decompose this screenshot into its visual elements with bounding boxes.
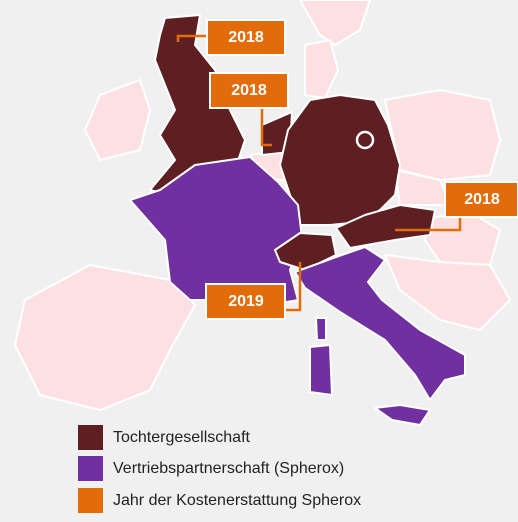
scandinavia	[299, 0, 371, 46]
ireland	[84, 79, 151, 161]
sicily	[374, 404, 431, 426]
sardinia	[309, 344, 333, 396]
year-tags: 2018 2018 2018 2019	[176, 19, 518, 320]
legend: Tochtergesellschaft Vertriebspartnerscha…	[78, 425, 361, 513]
countries	[14, 0, 511, 426]
legend-label: Jahr der Kostenerstattung Spherox	[113, 492, 361, 509]
legend-swatch	[78, 488, 103, 513]
leader-line	[395, 218, 462, 232]
leader-line	[176, 34, 208, 42]
year-tag	[209, 72, 289, 109]
switzerland	[274, 232, 337, 271]
year-label: 2018	[231, 82, 267, 99]
legend-label: Tochtergesellschaft	[113, 429, 251, 446]
italy	[294, 246, 466, 401]
balkans	[384, 254, 511, 331]
capital-marker	[355, 130, 375, 150]
corsica	[315, 317, 327, 341]
legend-swatch	[78, 425, 103, 450]
year-tag	[205, 283, 286, 320]
year-tag	[444, 181, 518, 218]
austria	[335, 204, 436, 249]
year-tag	[206, 19, 286, 56]
denmark	[304, 39, 339, 99]
year-label: 2018	[228, 29, 264, 46]
year-label: 2019	[228, 293, 264, 310]
hungary	[424, 211, 501, 266]
year-label: 2018	[464, 191, 500, 208]
legend-swatch	[78, 456, 103, 481]
legend-label: Vertriebspartnerschaft (Spherox)	[113, 460, 344, 477]
iberia	[14, 264, 196, 411]
leader-line	[285, 262, 302, 312]
poland	[384, 89, 501, 181]
